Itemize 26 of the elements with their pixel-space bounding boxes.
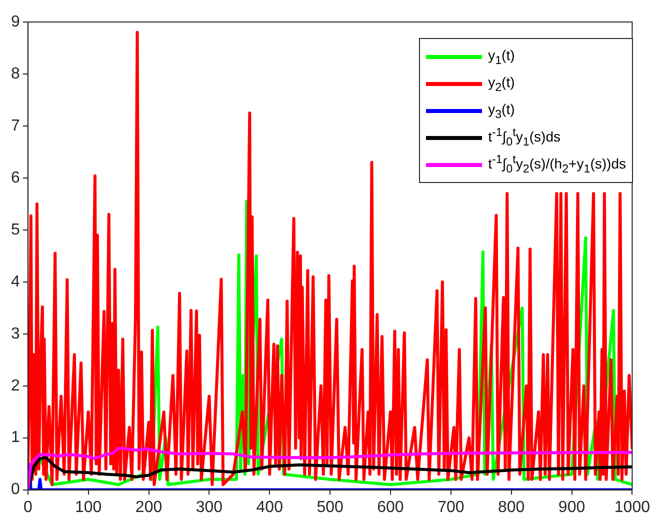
legend-label: t$^{-1}$∫$_{0}$$^{t}$y$_{1}$(s)ds: [488, 126, 561, 149]
x-tick-label: 300: [196, 498, 223, 516]
x-tick-label: 400: [256, 498, 284, 516]
x-tick-label: 800: [498, 498, 525, 516]
y-tick-label: 8: [10, 65, 20, 82]
y-tick-label: 0: [10, 481, 20, 498]
legend-label: y$_{1}$(t): [488, 46, 515, 66]
x-tick-label: 600: [377, 498, 404, 516]
y-tick-label: 3: [10, 325, 20, 342]
y-tick-label: 6: [10, 169, 20, 186]
y-tick-label: 5: [10, 221, 20, 238]
y-tick-label: 1: [10, 429, 20, 446]
legend-label: y$_{2}$(t): [488, 74, 515, 94]
x-tick-label: 200: [135, 498, 162, 516]
y-tick-label: 4: [10, 273, 20, 290]
x-tick-label: 500: [316, 498, 344, 516]
x-tick-label: 700: [438, 498, 464, 516]
x-tick-label: 1000: [614, 498, 650, 516]
legend-label: y$_{3}$(t): [488, 100, 515, 120]
y-tick-label: 2: [10, 377, 20, 394]
x-tick-label: 900: [558, 498, 586, 516]
x-tick-label: 0: [23, 498, 32, 516]
x-tick-label: 100: [74, 498, 102, 516]
y-tick-label: 7: [10, 117, 20, 134]
text: t$^{-1}$∫$_{0}$$^{t}$y$_{2}$(s)/(h$_{2}$+y$_{1}$(s))ds: [488, 153, 626, 176]
y-tick-label: 9: [10, 13, 20, 30]
